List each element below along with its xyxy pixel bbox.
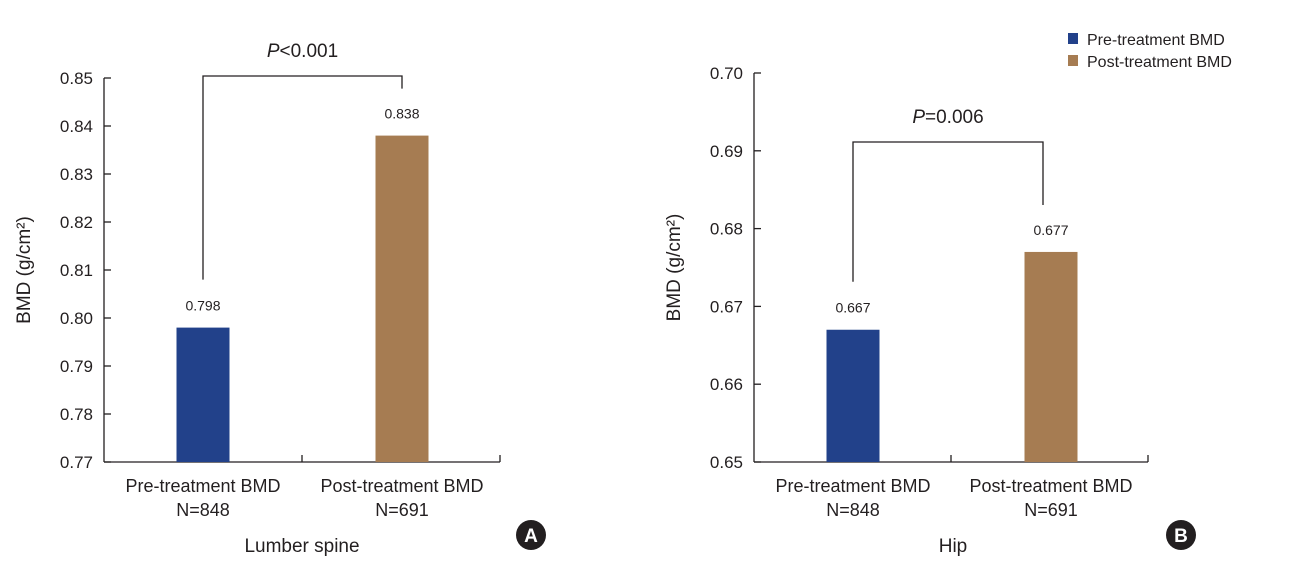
y-tick-label: 0.80 [60,309,93,328]
y-tick-label: 0.85 [60,69,93,88]
y-tick-label: 0.83 [60,165,93,184]
y-tick-label: 0.68 [710,220,743,239]
bar-post [1024,251,1078,462]
p-symbol: P [912,107,925,128]
category-n: N=848 [176,500,230,520]
y-axis-label: BMD (g/cm²) [664,214,685,322]
x-axis-title: Hip [939,536,968,557]
legend: Pre-treatment BMD Post-treatment BMD [1068,32,1232,71]
panel-a: 0.77 0.78 0.79 0.80 0.81 0.82 0.83 0.84 0.85 BMD … [14,41,546,557]
panel-label-badge [1166,520,1196,550]
y-tick-label: 0.82 [60,213,93,232]
p-relation: =0.006 [925,107,984,128]
category-label: Pre-treatment BMD [775,476,930,496]
legend-label-pre: Pre-treatment BMD [1087,32,1225,49]
p-symbol: P [267,41,280,62]
category-n: N=691 [1024,500,1078,520]
significance-bracket [202,75,403,280]
p-relation: <0.001 [280,41,339,62]
y-tick-label: 0.79 [60,357,93,376]
y-tick-label: 0.78 [60,405,93,424]
bar-pre [176,327,230,462]
bar-value-label: 0.798 [185,298,220,314]
p-value-label: P=0.006 [912,107,983,128]
panel-label: B [1174,526,1188,547]
x-axis-title: Lumber spine [244,536,359,557]
y-tick-label: 0.67 [710,297,743,316]
category-n: N=691 [375,500,429,520]
y-tick-label: 0.77 [60,453,93,472]
panel-b: 0.65 0.66 0.67 0.68 0.69 0.70 BMD (g/cm²) 0.667… [664,64,1196,557]
category-label: Pre-treatment BMD [125,476,280,496]
category-label: Post-treatment BMD [320,476,483,496]
panel-label-badge [516,520,546,550]
bar-value-label: 0.667 [835,300,870,316]
y-tick-label: 0.84 [60,117,93,136]
y-tick-label: 0.69 [710,142,743,161]
significance-bracket [852,141,1044,282]
category-label: Post-treatment BMD [969,476,1132,496]
p-value-label: P<0.001 [267,41,338,62]
legend-swatch-post [1068,55,1078,66]
category-n: N=848 [826,500,880,520]
bar-post [375,135,429,462]
legend-label-post: Post-treatment BMD [1087,54,1232,71]
y-tick-label: 0.66 [710,375,743,394]
panel-label: A [524,526,538,547]
legend-swatch-pre [1068,33,1078,44]
y-tick-label: 0.65 [710,453,743,472]
y-tick-label: 0.81 [60,261,93,280]
bar-value-label: 0.838 [384,106,419,122]
bar-pre [826,329,880,462]
y-axis-label: BMD (g/cm²) [14,216,35,324]
y-tick-label: 0.70 [710,64,743,83]
bar-value-label: 0.677 [1033,222,1068,238]
